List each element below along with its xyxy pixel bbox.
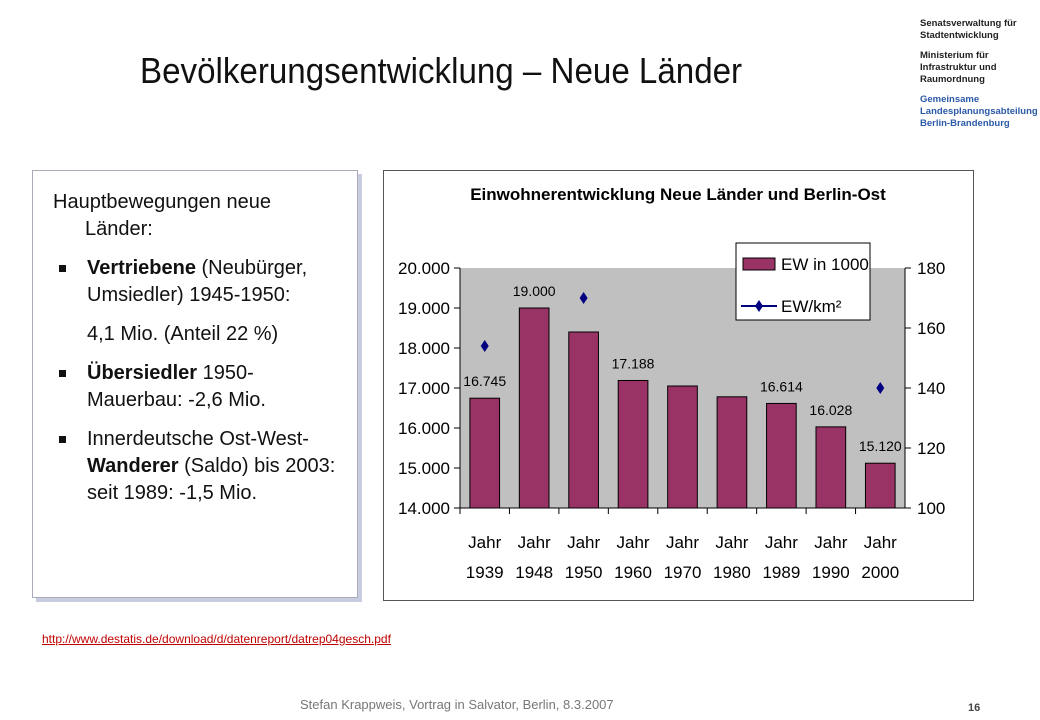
bar xyxy=(518,307,550,509)
chart: Einwohnerentwicklung Neue Länder und Ber… xyxy=(383,170,974,601)
y-tick-label: 14.000 xyxy=(398,499,450,518)
bullet-text: Übersiedler xyxy=(87,362,198,384)
bullet-text: Vertriebene xyxy=(87,257,196,279)
bar xyxy=(864,462,896,509)
bullet-text: Wanderer xyxy=(87,455,179,477)
data-label: 19.000 xyxy=(513,283,556,299)
y2-tick-label: 100 xyxy=(917,499,945,518)
bullet-text: (Neubürger, Umsiedler) 1945-1950: xyxy=(87,257,308,306)
text-box: Hauptbewegungen neue Länder: Vertriebene… xyxy=(32,170,358,598)
logo-text: Senatsverwaltung für Stadtentwicklung xyxy=(920,18,1017,41)
x-tick-label: Jahr 1990 xyxy=(812,533,850,582)
slide-title: Bevölkerungsentwicklung – Neue Länder xyxy=(140,50,743,91)
x-tick-label: Jahr 1989 xyxy=(762,533,800,582)
data-label: 17.188 xyxy=(612,355,655,371)
x-tick-label: Jahr 2000 xyxy=(861,533,899,582)
bar xyxy=(766,402,797,509)
page-number: 16 xyxy=(968,702,981,714)
bar xyxy=(568,331,599,509)
bullet-text: 1950-Mauerbau: -2,6 Mio. xyxy=(87,362,266,411)
y-tick-label: 20.000 xyxy=(398,259,450,278)
source-link[interactable]: http://www.destatis.de/download/d/datenr… xyxy=(42,632,391,646)
bar xyxy=(815,426,847,509)
data-label: 15.120 xyxy=(859,438,902,454)
bullet: Übersiedler 1950-Mauerbau: -2,6 Mio. xyxy=(53,360,339,414)
y-tick-label: 15.000 xyxy=(398,459,450,478)
x-tick-label: Jahr 1939 xyxy=(466,533,504,582)
logo-text: Gemeinsame Landesplanungsabteilung Berli… xyxy=(920,94,1038,129)
logo-text: Ministerium für Infrastruktur und Raumor… xyxy=(920,50,997,85)
bar xyxy=(469,397,501,509)
logos: Senatsverwaltung für Stadtentwicklung Mi… xyxy=(920,18,1038,138)
bullet: Innerdeutsche Ost-West- Wanderer (Saldo)… xyxy=(53,426,339,507)
y2-tick-label: 140 xyxy=(917,379,945,398)
data-label: 16.028 xyxy=(809,402,852,418)
bar xyxy=(617,379,649,509)
marker xyxy=(480,340,489,352)
x-tick-label: Jahr 1950 xyxy=(565,533,603,582)
data-label: 16.614 xyxy=(760,378,803,394)
x-tick-label: Jahr 1980 xyxy=(713,533,751,582)
legend-label: EW/km² xyxy=(781,297,842,316)
bullet-text: Innerdeutsche Ost-West- xyxy=(87,428,309,450)
legend-swatch xyxy=(742,257,776,271)
bullet: Vertriebene (Neubürger, Umsiedler) 1945-… xyxy=(53,255,339,348)
legend: EW in 1000 EW/km² xyxy=(735,242,871,321)
y-tick-label: 17.000 xyxy=(398,379,450,398)
x-tick-label: Jahr 1970 xyxy=(664,533,702,582)
bullet-extra: 4,1 Mio. (Anteil 22 %) xyxy=(87,323,279,345)
legend-marker xyxy=(755,300,763,312)
y-tick-label: 19.000 xyxy=(398,299,450,318)
footer: Stefan Krappweis, Vortrag in Salvator, B… xyxy=(300,697,614,712)
bar xyxy=(667,385,698,509)
legend-label: EW in 1000 xyxy=(781,255,869,274)
y-tick-label: 18.000 xyxy=(398,339,450,358)
bullet-text: (Saldo) bis 2003: seit 1989: -1,5 Mio. xyxy=(87,455,336,504)
chart-title: Einwohnerentwicklung Neue Länder und Ber… xyxy=(470,185,886,204)
marker xyxy=(579,292,588,304)
y-tick-label: 16.000 xyxy=(398,419,450,438)
data-label: 16.745 xyxy=(463,373,506,389)
bar xyxy=(716,396,748,509)
heading: Hauptbewegungen neue Länder: xyxy=(53,191,271,240)
y2-tick-label: 160 xyxy=(917,319,945,338)
x-tick-label: Jahr 1960 xyxy=(614,533,652,582)
x-tick-label: Jahr 1948 xyxy=(515,533,553,582)
y2-tick-label: 120 xyxy=(917,439,945,458)
marker xyxy=(876,382,885,394)
y2-tick-label: 180 xyxy=(917,259,945,278)
